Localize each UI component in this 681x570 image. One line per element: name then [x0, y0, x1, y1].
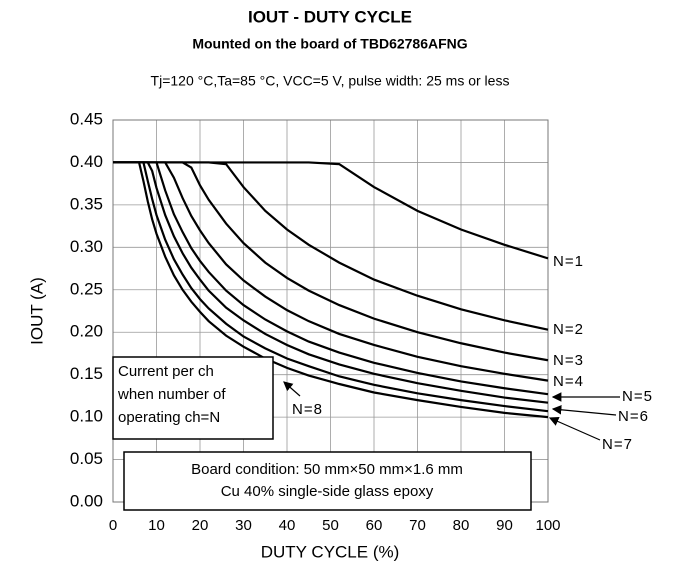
y-tick-label: 0.30 — [70, 237, 103, 256]
annotation-box — [123, 451, 532, 511]
y-tick-label: 0.05 — [70, 449, 103, 468]
x-tick-label: 20 — [192, 517, 209, 534]
annotation-text: Current per ch — [118, 363, 214, 380]
label-arrow — [551, 405, 617, 416]
chart-title: IOUT - DUTY CYCLE — [248, 7, 412, 26]
series-label: N=7 — [602, 436, 633, 453]
y-tick-label: 0.25 — [70, 279, 103, 298]
y-tick-label: 0.10 — [70, 407, 103, 426]
series-label: N=1 — [553, 253, 584, 270]
series-label: N=5 — [622, 388, 653, 405]
chart-subtitle: Mounted on the board of TBD62786AFNG — [192, 36, 467, 52]
x-tick-label: 40 — [279, 517, 296, 534]
series-label: N=3 — [553, 352, 584, 369]
label-arrow — [548, 416, 601, 441]
conditions: Tj=120 °C,Ta=85 °C, VCC=5 V, pulse width… — [151, 73, 510, 89]
x-tick-label: 50 — [322, 517, 339, 534]
series-label: N=2 — [553, 321, 584, 338]
annotation-box — [112, 356, 274, 440]
series-line — [113, 161, 549, 413]
label-arrow — [283, 381, 301, 397]
x-tick-label: 80 — [453, 517, 470, 534]
x-tick-label: 30 — [235, 517, 252, 534]
x-axis-label: DUTY CYCLE (%) — [261, 542, 400, 561]
y-tick-label: 0.45 — [70, 109, 103, 128]
x-tick-label: 100 — [535, 517, 560, 534]
x-tick-label: 0 — [109, 517, 117, 534]
y-tick-label: 0.35 — [70, 194, 103, 213]
y-tick-label: 0.15 — [70, 364, 103, 383]
annotation-text: Cu 40% single-side glass epoxy — [221, 483, 434, 500]
x-tick-label: 90 — [496, 517, 513, 534]
x-tick-label: 70 — [409, 517, 426, 534]
y-tick-label: 0.40 — [70, 152, 103, 171]
series-label: N=8 — [292, 401, 323, 418]
annotation-text: when number of — [117, 386, 226, 403]
y-tick-label: 0.20 — [70, 322, 103, 341]
series-label: N=4 — [553, 373, 584, 390]
x-tick-label: 60 — [366, 517, 383, 534]
annotation-text: Board condition: 50 mm×50 mm×1.6 mm — [191, 461, 463, 478]
y-tick-label: 0.00 — [70, 491, 103, 510]
series-line — [113, 161, 549, 404]
series-label: N=6 — [618, 408, 649, 425]
series-line — [113, 161, 549, 419]
annotation-text: operating ch=N — [118, 409, 220, 426]
x-tick-label: 10 — [148, 517, 165, 534]
y-axis-label: IOUT (A) — [27, 277, 46, 345]
